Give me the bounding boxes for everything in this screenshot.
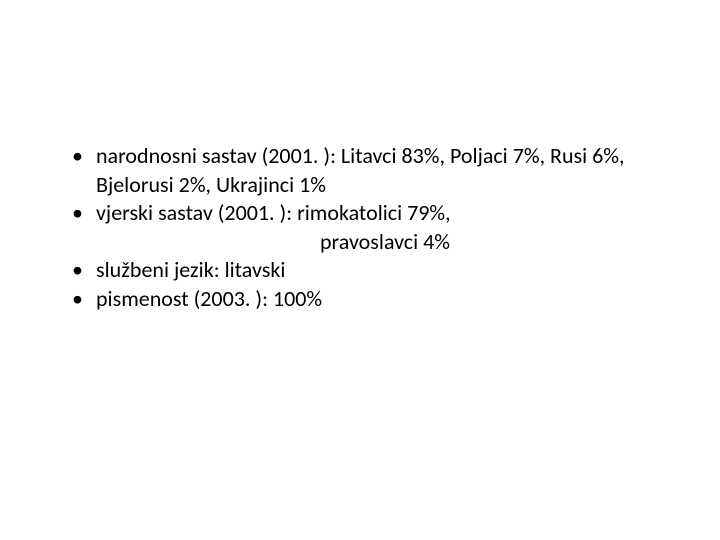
bullet-list: narodnosni sastav (2001. ): Litavci 83%,… <box>68 142 660 314</box>
list-item: vjerski sastav (2001. ): rimokatolici 79… <box>68 199 660 256</box>
slide: narodnosni sastav (2001. ): Litavci 83%,… <box>0 0 720 540</box>
list-item: pismenost (2003. ): 100% <box>68 285 660 314</box>
list-item: službeni jezik: litavski <box>68 256 660 285</box>
bullet-continuation: pravoslavci 4% <box>96 228 660 257</box>
bullet-text: pismenost (2003. ): 100% <box>96 285 322 312</box>
list-item: narodnosni sastav (2001. ): Litavci 83%,… <box>68 142 660 199</box>
bullet-text: službeni jezik: litavski <box>96 256 285 283</box>
bullet-text: vjerski sastav (2001. ): rimokatolici 79… <box>96 199 451 226</box>
bullet-text: narodnosni sastav (2001. ): Litavci 83%,… <box>96 142 625 198</box>
